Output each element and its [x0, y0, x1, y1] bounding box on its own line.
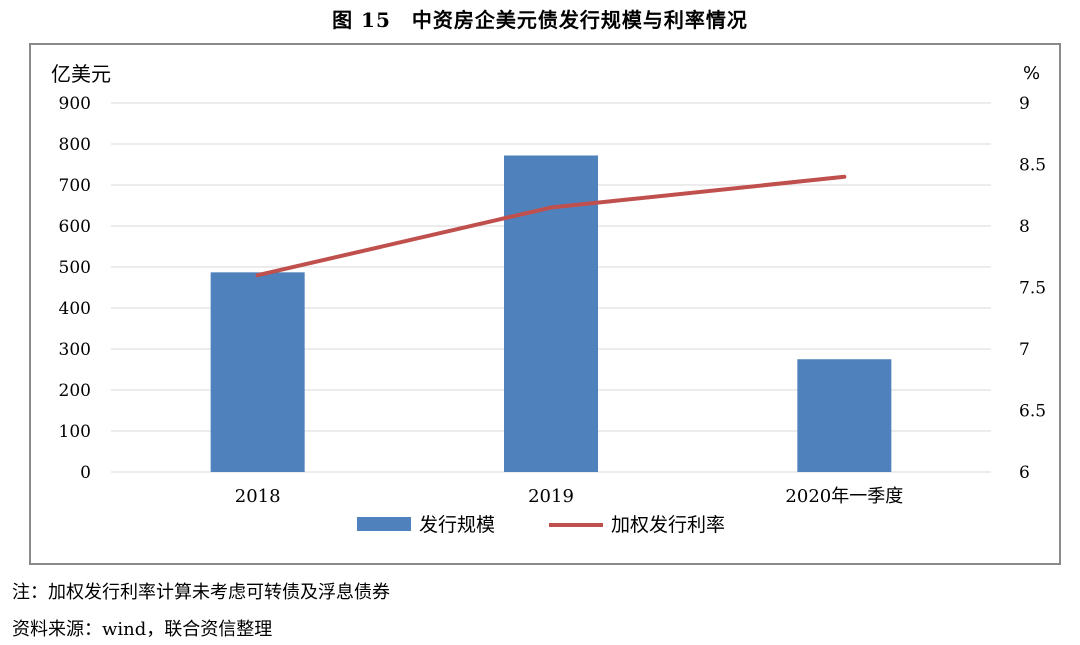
y-right-tick-label: 7.5	[1019, 279, 1046, 299]
legend-label-line: 加权发行利率	[611, 514, 725, 536]
y-right-tick-label: 6	[1019, 463, 1030, 483]
x-tick-label: 2019	[528, 486, 574, 507]
x-tick-label: 2018	[235, 486, 281, 507]
y-left-tick-label: 700	[59, 176, 91, 196]
y-left-tick-label: 600	[59, 217, 91, 237]
y-left-tick-label: 200	[59, 381, 91, 401]
line-point	[549, 206, 553, 210]
y-left-tick-label: 0	[80, 463, 91, 483]
figure-title: 图 15 中资房企美元债发行规模与利率情况	[332, 8, 748, 32]
y-left-tick-label: 100	[59, 422, 91, 442]
y-right-tick-label: 8.5	[1019, 156, 1046, 176]
legend-label-bar: 发行规模	[419, 514, 495, 536]
y-right-tick-label: 6.5	[1019, 402, 1046, 422]
y-left-tick-label: 300	[59, 340, 91, 360]
chart-svg: 0 100 200 300 400 500 600 700 800 900 6 6.5 7 7.5 8 8.5…	[51, 62, 1046, 536]
bar-2020年一季度	[797, 359, 892, 472]
y-left-axis-label: 亿美元	[51, 62, 111, 86]
line-point	[842, 175, 846, 179]
y-left-tick-label: 400	[59, 299, 91, 319]
line-point	[256, 273, 260, 277]
chart-note: 注：加权发行利率计算未考虑可转债及浮息债券	[12, 582, 390, 603]
y-left-tick-label: 800	[59, 135, 91, 155]
source-note: 资料来源：wind，联合资信整理	[12, 619, 273, 640]
y-left-tick-label: 900	[59, 94, 91, 114]
y-right-axis-label: %	[1023, 63, 1040, 84]
bar-2018	[210, 272, 305, 472]
y-left-tick-label: 500	[59, 258, 91, 278]
y-right-tick-label: 9	[1019, 94, 1030, 114]
chart-frame: 0 100 200 300 400 500 600 700 800 900 6 6.5 7 7.5 8 8.5…	[29, 43, 1061, 565]
y-right-tick-label: 8	[1019, 217, 1030, 237]
legend-swatch-bar	[357, 517, 411, 531]
y-right-tick-label: 7	[1019, 340, 1030, 360]
x-tick-label: 2020年一季度	[785, 486, 903, 507]
